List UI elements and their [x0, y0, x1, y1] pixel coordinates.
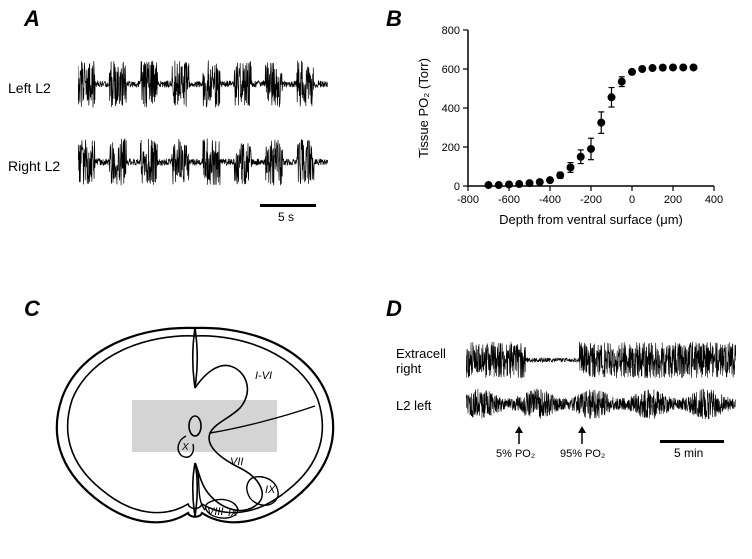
panel-d-label: D [386, 296, 402, 322]
svg-text:Depth from ventral surface (μm: Depth from ventral surface (μm) [499, 212, 683, 227]
l2-left-label: L2 left [396, 398, 431, 413]
svg-text:600: 600 [442, 64, 460, 76]
region-ix-1: IX [265, 484, 275, 496]
region-vii: VII [230, 456, 243, 468]
region-ix-2: IX [228, 508, 237, 519]
trace-extracell-right [466, 340, 736, 380]
svg-text:0: 0 [454, 181, 460, 193]
arrow-5pct-label: 5% PO₂ [496, 448, 535, 460]
panel-d-scalebar-label: 5 min [674, 446, 703, 460]
svg-text:Tissue PO₂ (Torr): Tissue PO₂ (Torr) [416, 58, 431, 158]
trace-l2-left [466, 384, 736, 424]
panel-a-scalebar [260, 204, 316, 207]
panel-c-label: C [24, 296, 40, 322]
svg-text:200: 200 [664, 194, 682, 206]
left-l2-label: Left L2 [8, 80, 51, 96]
panel-a-label: A [24, 6, 40, 32]
region-viii: VIII [207, 506, 224, 518]
right-l2-label: Right L2 [8, 158, 60, 174]
panel-a-scalebar-label: 5 s [278, 210, 294, 224]
svg-text:400: 400 [705, 194, 723, 206]
trace-left-l2 [78, 56, 328, 112]
svg-text:400: 400 [442, 103, 460, 115]
chart-panel-b: -800 -600 -400 -200 0 200 400 0 200 400 600 800 Dept… [414, 18, 724, 228]
region-x: X [182, 442, 189, 453]
svg-text:-400: -400 [539, 194, 561, 206]
arrow-95pct [575, 426, 589, 446]
svg-text:0: 0 [629, 194, 635, 206]
svg-text:-200: -200 [580, 194, 602, 206]
svg-text:-600: -600 [498, 194, 520, 206]
arrow-5pct [512, 426, 526, 446]
arrow-95pct-label: 95% PO₂ [560, 448, 605, 460]
svg-text:200: 200 [442, 142, 460, 154]
trace-right-l2 [78, 134, 328, 190]
svg-text:800: 800 [442, 25, 460, 37]
svg-text:-800: -800 [457, 194, 479, 206]
spinal-cord-diagram [40, 318, 350, 536]
region-i-vi: I-VI [255, 370, 272, 382]
panel-d-scalebar [660, 440, 724, 443]
extracell-right-label: Extracellright [396, 346, 446, 376]
panel-b-label: B [386, 6, 402, 32]
